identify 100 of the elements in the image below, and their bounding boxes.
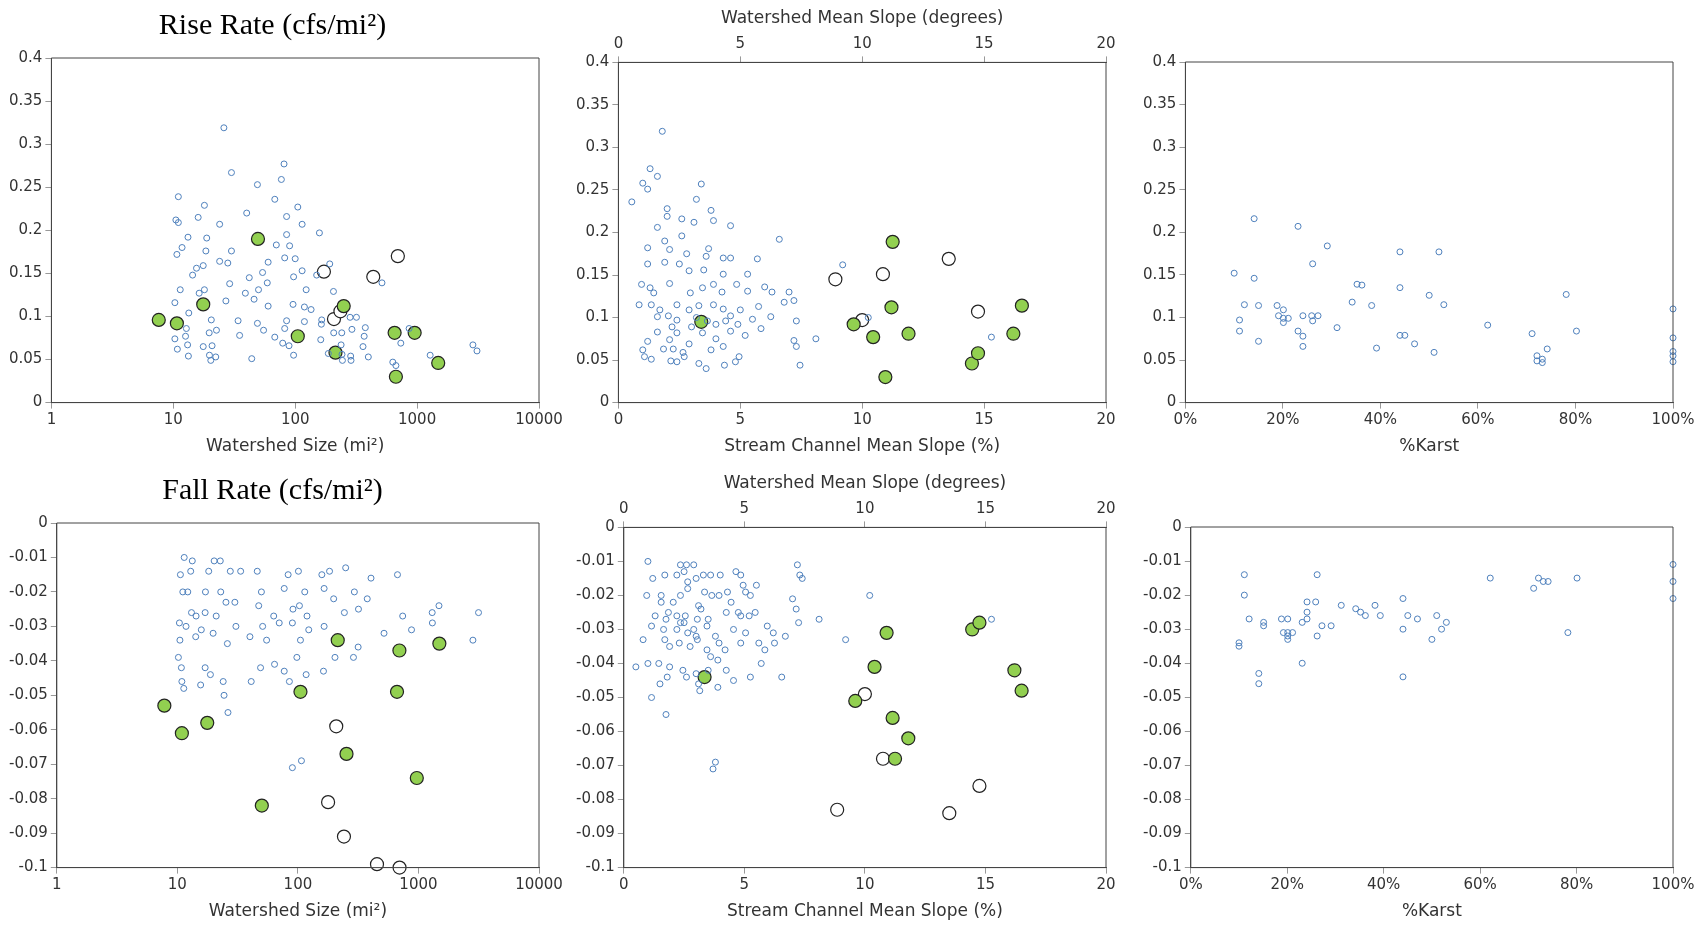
x2-tick-label: 10 bbox=[852, 34, 872, 53]
point bbox=[1260, 622, 1268, 630]
point bbox=[1236, 327, 1244, 335]
y-tick-label: -0.1 bbox=[1152, 857, 1182, 876]
y-tick-label: -0.1 bbox=[18, 857, 48, 876]
point bbox=[1411, 340, 1419, 348]
chart-title: Fall Rate (cfs/mi²) bbox=[162, 471, 383, 506]
point bbox=[830, 802, 845, 817]
x-tick-label: 0% bbox=[1178, 875, 1203, 894]
point bbox=[1240, 301, 1248, 309]
point bbox=[970, 304, 986, 319]
point bbox=[901, 731, 916, 746]
point bbox=[1669, 560, 1677, 568]
y-tick-label: -0.07 bbox=[576, 755, 615, 774]
point bbox=[866, 330, 881, 345]
x-tick-label: 20% bbox=[1270, 875, 1304, 894]
point bbox=[1396, 331, 1404, 339]
y-tick-label: 0.4 bbox=[1152, 51, 1177, 70]
point bbox=[1279, 319, 1287, 327]
x-tick-label: 15 bbox=[975, 875, 995, 894]
point bbox=[846, 317, 861, 332]
point bbox=[1337, 601, 1345, 609]
point bbox=[1442, 618, 1450, 626]
y-tick-label: 0 bbox=[605, 517, 615, 536]
point bbox=[1250, 215, 1258, 223]
point bbox=[1284, 615, 1292, 623]
chart-title: Rise Rate (cfs/mi²) bbox=[158, 6, 387, 41]
x-tick-label: 1000 bbox=[399, 875, 438, 894]
y-tick-label: 0.15 bbox=[1142, 264, 1177, 283]
point bbox=[1230, 269, 1238, 277]
point bbox=[1484, 321, 1492, 329]
point bbox=[1309, 260, 1317, 268]
y-tick-label: -0.08 bbox=[9, 788, 48, 807]
y-tick-label: 0 bbox=[599, 392, 610, 411]
point bbox=[1669, 578, 1677, 585]
point bbox=[887, 751, 903, 766]
x2-tick-label: 5 bbox=[739, 499, 750, 518]
y-tick-label: -0.04 bbox=[1143, 653, 1182, 672]
x2-tick-label: 5 bbox=[735, 34, 746, 53]
y-tick-label: -0.07 bbox=[1143, 755, 1182, 774]
point bbox=[1669, 358, 1677, 366]
y-tick-label: 0.15 bbox=[8, 263, 43, 282]
y-tick-label: 0.2 bbox=[1152, 222, 1177, 241]
point bbox=[1308, 312, 1316, 320]
x2-tick-label: 20 bbox=[1096, 499, 1116, 518]
y-tick-label: -0.1 bbox=[585, 857, 615, 876]
point bbox=[1486, 574, 1494, 582]
y-tick-label: -0.02 bbox=[9, 581, 48, 600]
point bbox=[1007, 663, 1022, 678]
point bbox=[1396, 284, 1404, 292]
point bbox=[972, 778, 987, 794]
point bbox=[1314, 312, 1322, 320]
point bbox=[1669, 348, 1677, 356]
point bbox=[857, 687, 873, 702]
y-tick-label: 0.3 bbox=[585, 137, 610, 156]
x-axis-title: Stream Channel Mean Slope (%) bbox=[724, 435, 1001, 456]
y-tick-label: 0 bbox=[1166, 392, 1177, 411]
point bbox=[1284, 629, 1292, 637]
x-tick-label: 100 bbox=[280, 410, 310, 429]
y-tick-label: 0.05 bbox=[8, 349, 43, 368]
point bbox=[1528, 330, 1536, 338]
point bbox=[1014, 298, 1029, 313]
point bbox=[1399, 673, 1407, 681]
y-tick-label: 0 bbox=[38, 512, 48, 531]
x2-axis-title: Watershed Mean Slope (degrees) bbox=[720, 6, 1004, 27]
point bbox=[1298, 659, 1306, 667]
point bbox=[1368, 302, 1376, 310]
point bbox=[1572, 327, 1580, 335]
point bbox=[1669, 352, 1677, 360]
point bbox=[1533, 352, 1541, 360]
point bbox=[1260, 618, 1268, 626]
point bbox=[1309, 317, 1317, 325]
point bbox=[1273, 302, 1281, 310]
y-tick-label: 0.25 bbox=[8, 177, 43, 196]
x-tick-label: 0 bbox=[619, 875, 629, 894]
point bbox=[1284, 632, 1292, 640]
x-tick-label: 60% bbox=[1461, 410, 1495, 429]
point bbox=[1373, 344, 1381, 352]
y-tick-label: -0.01 bbox=[1143, 550, 1182, 569]
x-tick-label: 40% bbox=[1363, 410, 1398, 429]
point bbox=[1435, 248, 1443, 256]
x-tick-label: 60% bbox=[1463, 875, 1497, 894]
y-tick-label: 0.3 bbox=[18, 134, 43, 153]
point bbox=[1289, 629, 1297, 637]
y-tick-label: -0.03 bbox=[9, 616, 48, 635]
point bbox=[1533, 357, 1541, 365]
point bbox=[1303, 598, 1311, 606]
x-axis-title: %Karst bbox=[1399, 435, 1460, 456]
y-tick-label: 0.1 bbox=[18, 306, 43, 325]
y-tick-label: -0.09 bbox=[9, 823, 48, 842]
x-tick-label: 10000 bbox=[515, 875, 563, 894]
y-tick-label: -0.09 bbox=[1143, 823, 1182, 842]
point bbox=[1353, 280, 1361, 288]
point bbox=[1250, 274, 1258, 282]
y-tick-label: 0.1 bbox=[1152, 307, 1177, 326]
point bbox=[1255, 302, 1263, 310]
point bbox=[1313, 571, 1321, 579]
point bbox=[848, 693, 863, 708]
point bbox=[1294, 327, 1302, 335]
point bbox=[1413, 615, 1421, 623]
